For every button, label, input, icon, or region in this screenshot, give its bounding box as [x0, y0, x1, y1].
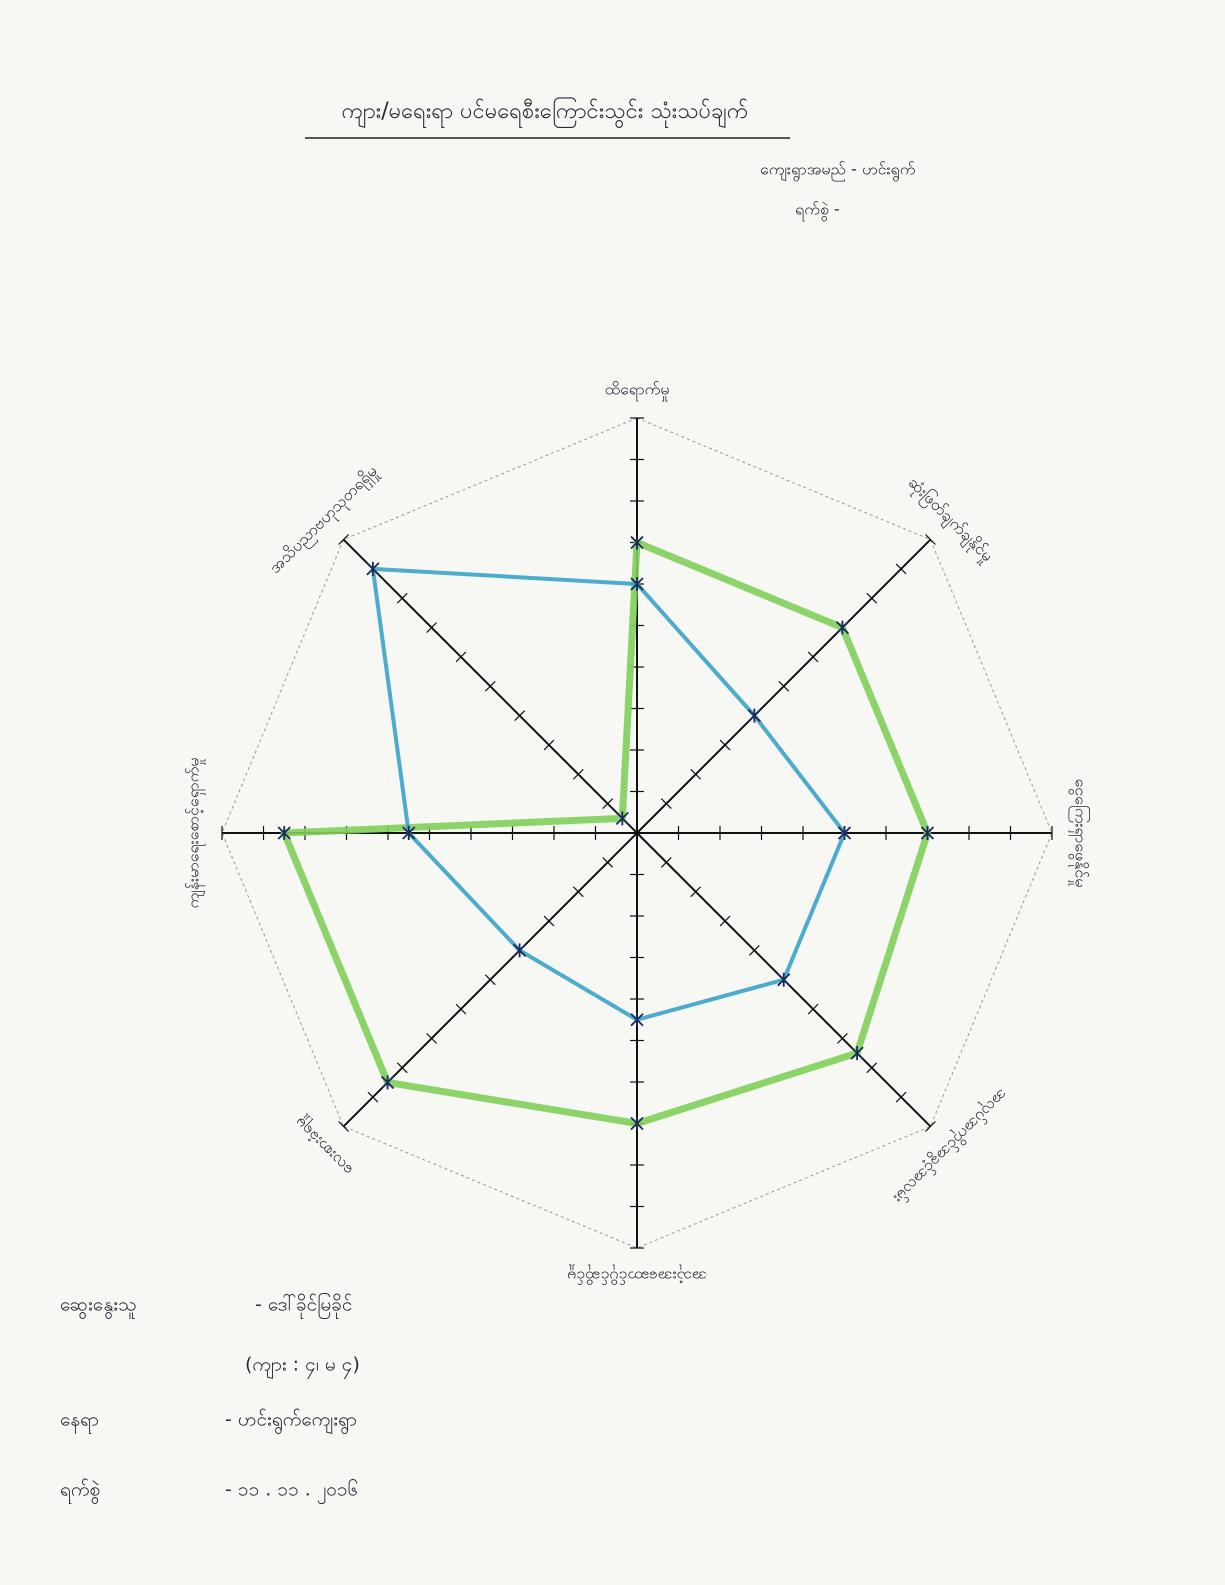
axis-label: အသုံးအဆောင်ပိုင်ဆိုင်မှု [567, 1265, 706, 1287]
paper: ကျား/မရေးရာ ပင်မရေစီးကြောင်းသွင်း သုံးသပ… [0, 0, 1225, 1585]
chart: ကျား/မရေးရာ ပင်မရေစီးကြောင်းသွင်း သုံးသပ… [0, 0, 1225, 1585]
footer-value: - ဟင်းရွက်ကျေးရွာ [225, 1408, 357, 1435]
footer-label: နေရာ [60, 1409, 99, 1435]
axis-label: ငွေကြေးရှာဖွေနိုင်မှု [1069, 779, 1091, 888]
axis-label: ထိရောက်မှု [605, 380, 670, 402]
series-outline [373, 569, 845, 1020]
point-marker [748, 709, 760, 723]
footer-label: ရက်စွဲ [60, 1478, 100, 1505]
village: ကျေးရွာအမည် - ဟင်းရွက် [760, 160, 916, 182]
footer-label: ဆွေးနွေးသူ [60, 1294, 136, 1320]
footer-value: - ဒေါ်ခိုင်မြခိုင် [255, 1292, 353, 1320]
point-marker [514, 943, 526, 957]
date: ရက်စွဲ - [795, 200, 840, 222]
axis-label: ကျန်းမာရေးစောင့်ရှောက်မှု [184, 758, 206, 909]
footer-value: - ၁၁ . ၁၁ . ၂၀၁၆ [225, 1478, 358, 1505]
footer-note: (ကျား : ၄၊ မ ၄) [245, 1354, 360, 1380]
chart-title: ကျား/မရေးရာ ပင်မရေစီးကြောင်းသွင်း သုံးသပ… [342, 97, 749, 129]
